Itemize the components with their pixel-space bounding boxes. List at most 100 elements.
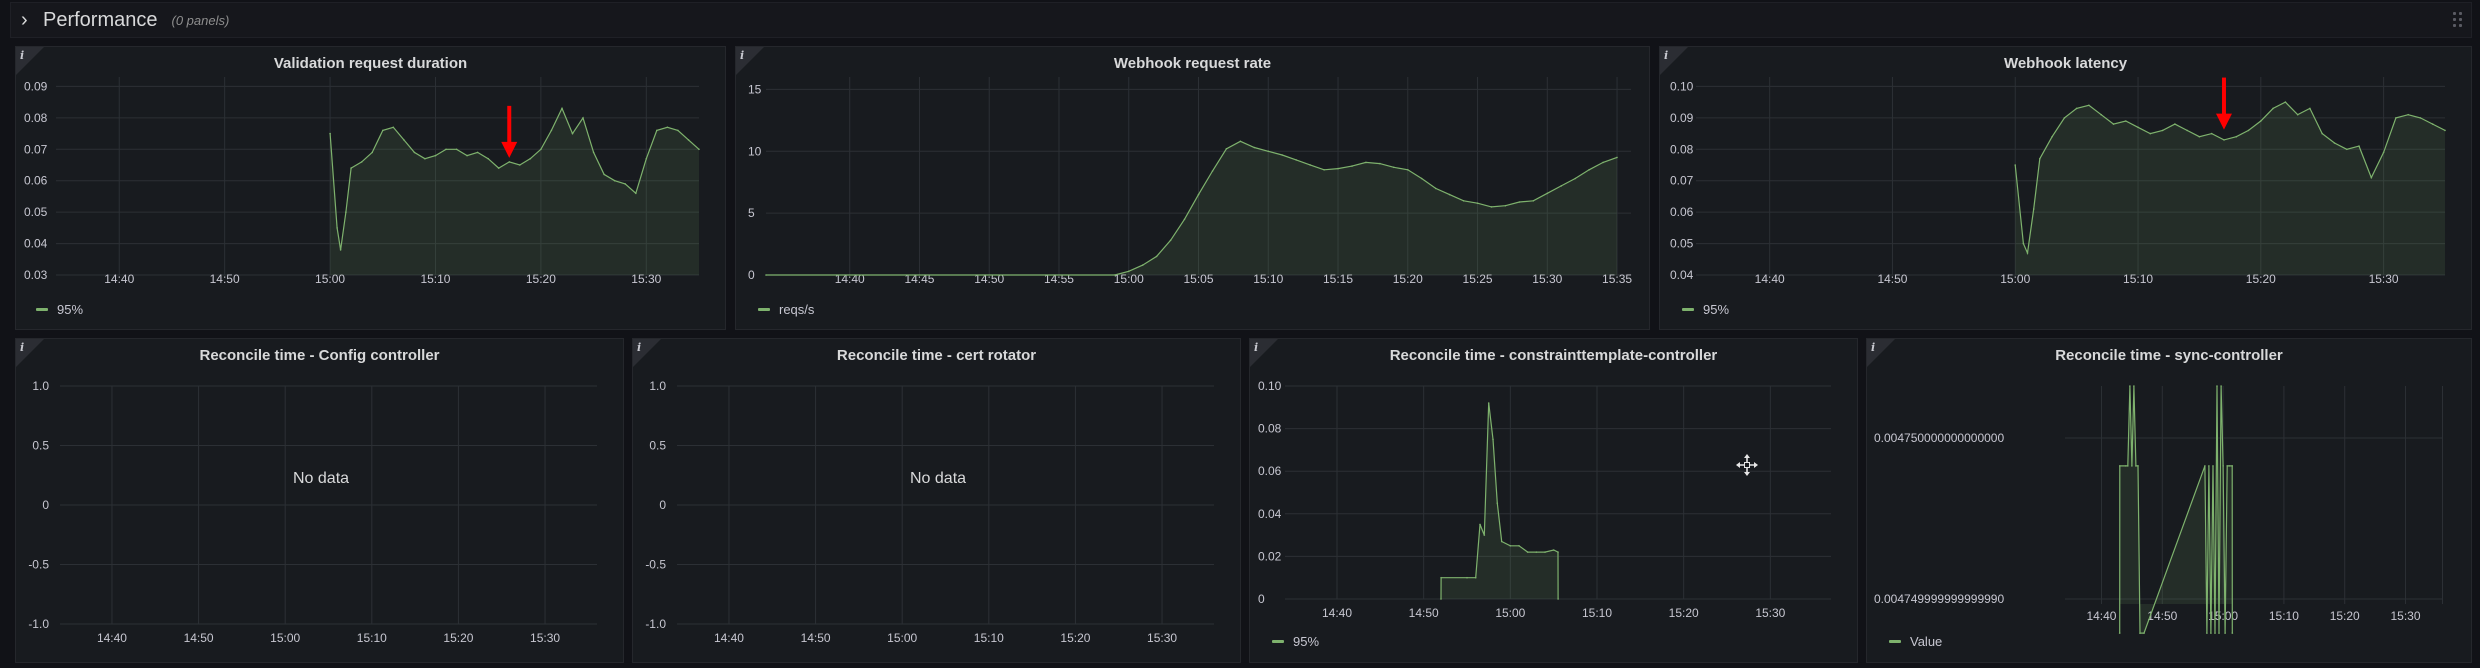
data-point: [2208, 465, 2210, 467]
data-point: [1309, 164, 1311, 166]
y-tick-label: -0.5: [645, 558, 666, 572]
panel-title[interactable]: Reconcile time - cert rotator: [836, 347, 1037, 364]
legend-item[interactable]: 95%: [1682, 302, 1729, 317]
data-point: [1323, 169, 1325, 171]
info-icon[interactable]: i: [20, 341, 25, 354]
x-tick-label: 15:20: [1393, 272, 1423, 286]
data-point: [2218, 632, 2220, 634]
legend-item[interactable]: 95%: [36, 302, 83, 317]
row-title[interactable]: Performance: [43, 8, 158, 31]
panel-title[interactable]: Webhook latency: [2003, 55, 2128, 72]
legend-item[interactable]: Value: [1889, 634, 1942, 649]
legend-swatch: [758, 308, 770, 311]
legend-item[interactable]: reqs/s: [758, 302, 814, 317]
panel-reconcile-constrainttemplate-controller[interactable]: i Reconcile time - constrainttemplate-co…: [1249, 338, 1858, 663]
data-point: [1440, 576, 1442, 579]
data-point: [455, 148, 458, 151]
data-point: [2382, 151, 2385, 154]
panel-corner: [633, 339, 661, 367]
data-point: [1474, 576, 1477, 579]
info-icon[interactable]: i: [20, 49, 25, 62]
series-line: [1440, 402, 1559, 600]
drag-handle-icon[interactable]: [2453, 12, 2463, 28]
no-data-message: No data: [293, 470, 350, 487]
data-point: [1365, 161, 1367, 164]
chart-validation-request-duration[interactable]: 0.03 0.04 0.05 0.06 0.07 0.08 0.09 14:40 14:50 15…: [16, 47, 726, 330]
y-tick-label: 0.06: [1670, 205, 1694, 219]
panel-webhook-request-rate[interactable]: i Webhook request rate 0 5 10 15 14:40 14:45 1…: [735, 46, 1650, 330]
panel-corner: [1867, 339, 1895, 367]
panel-title[interactable]: Reconcile time - constrainttemplate-cont…: [1389, 347, 1718, 364]
y-tick-label: 15: [748, 82, 762, 96]
panel-title[interactable]: Webhook request rate: [1113, 55, 1272, 72]
data-point: [1466, 576, 1468, 579]
chart-reconcile-cert-rotator[interactable]: -1.0 -0.5 0 0.5 1.0 14:40 14:50 15:00 15:10 15:20…: [633, 339, 1241, 663]
data-point: [561, 107, 563, 110]
x-tick-label: 15:05: [1183, 272, 1213, 286]
x-tick-label: 14:45: [904, 272, 934, 286]
panel-reconcile-config-controller[interactable]: i Reconcile time - Config controller -1.…: [15, 338, 624, 663]
x-tick-label: 14:40: [97, 631, 127, 645]
data-point: [2395, 117, 2397, 119]
y-tick-label: 1.0: [32, 379, 49, 393]
data-point: [2129, 385, 2131, 387]
x-tick-label: 14:50: [184, 631, 214, 645]
x-tick-label: 15:20: [1669, 606, 1699, 620]
panel-reconcile-sync-controller[interactable]: i Reconcile time - sync-controller 0.004…: [1866, 338, 2472, 663]
data-point: [2135, 465, 2137, 467]
x-tick-label: 15:30: [1147, 631, 1177, 645]
data-point: [2260, 120, 2262, 122]
info-icon[interactable]: i: [1254, 341, 1259, 354]
x-tick-label: 15:10: [2123, 272, 2153, 286]
y-tick-label: 0.5: [32, 439, 49, 453]
data-point: [613, 179, 616, 182]
chart-reconcile-config-controller[interactable]: -1.0 -0.5 0 0.5 1.0 14:40 14:50 15:00 15:10 15:20…: [16, 339, 624, 663]
data-point: [1169, 239, 1172, 242]
panel-reconcile-cert-rotator[interactable]: i Reconcile time - cert rotator -1.0 -0.5…: [632, 338, 1241, 663]
data-point: [1504, 204, 1507, 207]
row-header-performance[interactable]: › Performance (0 panels): [10, 2, 2472, 38]
chart-reconcile-constrainttemplate-controller[interactable]: 0 0.02 0.04 0.06 0.08 0.10 14:40 14:50 15:00 15:1…: [1250, 339, 1858, 663]
x-tick-label: 15:30: [2391, 609, 2421, 623]
y-tick-label: 0.004749999999999990: [1874, 592, 2004, 606]
panel-validation-request-duration[interactable]: i Validation request duration 0.03 0.04 0.…: [15, 46, 726, 330]
series-line: [2014, 101, 2446, 256]
y-tick-label: 0.10: [1258, 379, 1282, 393]
data-point: [571, 132, 574, 135]
info-icon[interactable]: i: [1871, 341, 1876, 354]
panel-title[interactable]: Validation request duration: [273, 55, 468, 72]
data-point: [1141, 264, 1144, 266]
data-point: [2370, 176, 2373, 179]
y-tick-label: 0.02: [1258, 549, 1282, 563]
y-tick-label: 0.05: [24, 205, 48, 219]
data-point: [2223, 139, 2225, 141]
chart-reconcile-sync-controller[interactable]: 0.004749999999999990 0.004750000000000000…: [1867, 339, 2472, 663]
info-icon[interactable]: i: [1664, 49, 1669, 62]
x-tick-label: 15:20: [2246, 272, 2276, 286]
panel-title[interactable]: Reconcile time - Config controller: [199, 347, 440, 364]
info-icon[interactable]: i: [740, 49, 745, 62]
x-tick-label: 15:15: [1323, 272, 1353, 286]
y-tick-label: 5: [748, 206, 755, 220]
x-tick-label: 14:40: [1322, 606, 1352, 620]
info-icon[interactable]: i: [637, 341, 642, 354]
data-point: [2214, 632, 2216, 634]
x-tick-label: 15:30: [530, 631, 560, 645]
chevron-right-icon[interactable]: ›: [21, 8, 28, 31]
panel-webhook-latency[interactable]: i Webhook latency 0.04 0.05 0.06 0.07 0.08 0.…: [1659, 46, 2472, 330]
chart-webhook-latency[interactable]: 0.04 0.05 0.06 0.07 0.08 0.09 0.10 14:40 14:50 15…: [1660, 47, 2472, 330]
x-tick-label: 15:10: [1253, 272, 1283, 286]
data-point: [2119, 465, 2121, 467]
data-point: [1462, 200, 1465, 202]
data-point: [687, 139, 690, 141]
legend-item[interactable]: 95%: [1272, 634, 1319, 649]
panel-title[interactable]: Reconcile time - sync-controller: [2055, 347, 2283, 364]
chart-webhook-request-rate[interactable]: 0 5 10 15 14:40 14:45 14:50 14:55 15:00 15:05 15:1…: [736, 47, 1650, 330]
x-tick-label: 15:20: [443, 631, 473, 645]
y-tick-label: 0.06: [24, 174, 48, 188]
data-point: [2235, 135, 2238, 138]
data-point: [2174, 123, 2176, 125]
data-point: [656, 129, 658, 132]
data-point: [2131, 465, 2133, 467]
data-point: [2206, 632, 2208, 634]
